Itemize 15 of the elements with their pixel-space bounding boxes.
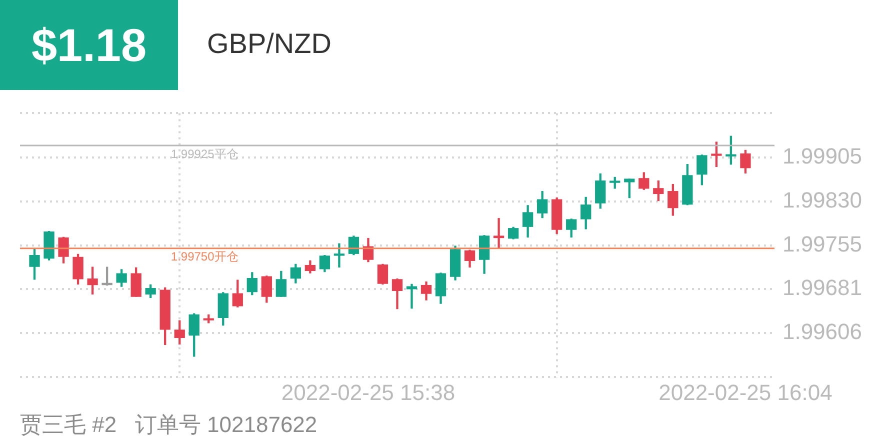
chart-subtitle: GBP/NZD [207, 28, 332, 60]
candlestick [493, 218, 504, 249]
y-tick-label: 1.99905 [782, 143, 862, 168]
y-tick-label: 1.99681 [782, 274, 862, 300]
ref-line-label: 1.99750开仓 [170, 250, 238, 264]
candlestick [334, 243, 345, 268]
y-tick-label: 1.99606 [782, 319, 862, 344]
text: 贾三毛 #2 订单号 102187622 [20, 411, 318, 439]
y-tick-label: 1.99755 [782, 231, 862, 256]
chart-title: $1.18 [0, 0, 178, 90]
candlestick [406, 284, 418, 309]
x-tick-label: 2022-02-25 15:38 [281, 380, 456, 405]
x-tick-label: 2022-02-25 16:04 [658, 380, 832, 405]
y-tick-label: 1.99830 [782, 187, 862, 212]
ref-line-label: 1.99925平仓 [170, 146, 238, 161]
